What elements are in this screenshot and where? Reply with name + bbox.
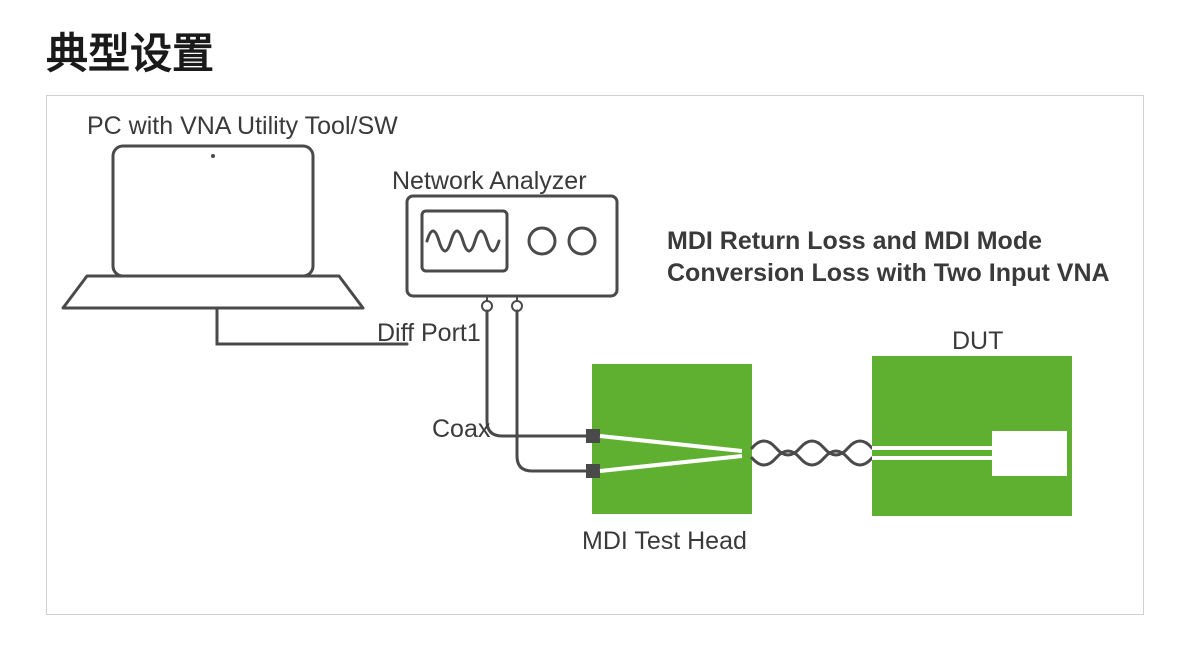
mdi-test-head-icon <box>586 364 752 514</box>
coax-label: Coax <box>432 414 490 445</box>
dut-icon <box>872 356 1072 516</box>
description-line1: MDI Return Loss and MDI Mode <box>667 226 1042 257</box>
mdi-test-head-label: MDI Test Head <box>582 526 747 557</box>
analyzer-label: Network Analyzer <box>392 166 587 197</box>
laptop-icon <box>63 146 363 308</box>
description-line2: Conversion Loss with Two Input VNA <box>667 258 1110 289</box>
twisted-pair-icon <box>752 441 872 465</box>
diagram-frame: PC with VNA Utility Tool/SW Network Anal… <box>46 95 1144 615</box>
page-title: 典型设置 <box>46 20 214 81</box>
pc-label: PC with VNA Utility Tool/SW <box>87 111 398 142</box>
network-analyzer-icon <box>407 196 617 311</box>
dut-label: DUT <box>952 326 1003 357</box>
diff-port-label: Diff Port1 <box>377 318 481 349</box>
